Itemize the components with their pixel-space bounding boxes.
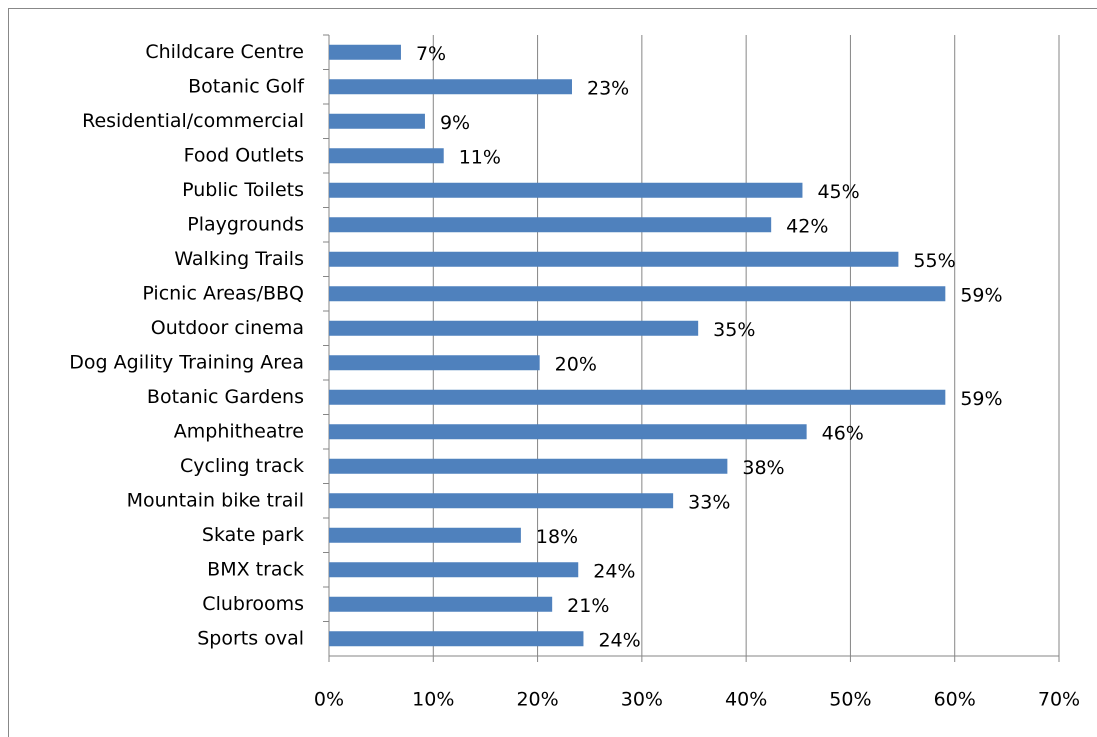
- bar: [329, 424, 807, 440]
- bar: [329, 458, 728, 474]
- y-tick-label: Mountain bike trail: [127, 489, 304, 511]
- data-label: 7%: [416, 43, 446, 65]
- y-tick-label: Picnic Areas/BBQ: [142, 282, 304, 304]
- data-label: 59%: [960, 284, 1002, 306]
- bar: [329, 389, 946, 405]
- y-tick-label: Playgrounds: [187, 213, 304, 235]
- y-tick-label: Childcare Centre: [145, 41, 304, 63]
- y-tick-label: Botanic Golf: [188, 75, 305, 97]
- bar: [329, 286, 946, 302]
- data-label: 59%: [960, 388, 1002, 410]
- bar: [329, 562, 579, 578]
- x-tick-label: 40%: [725, 689, 767, 711]
- bar: [329, 596, 553, 612]
- data-label: 35%: [713, 319, 755, 341]
- y-tick-label: Botanic Gardens: [147, 386, 304, 408]
- y-tick-label: Outdoor cinema: [151, 317, 304, 339]
- bar: [329, 527, 521, 543]
- y-tick-label: Amphitheatre: [174, 420, 304, 442]
- bar: [329, 251, 899, 267]
- data-label: 33%: [688, 491, 730, 513]
- bar: [329, 493, 674, 509]
- bar: [329, 148, 444, 164]
- data-label: 11%: [459, 146, 501, 168]
- x-tick-label: 20%: [516, 689, 558, 711]
- data-label: 20%: [555, 353, 597, 375]
- bar: [329, 113, 425, 129]
- y-tick-label: BMX track: [207, 558, 304, 580]
- x-tick-label: 50%: [829, 689, 871, 711]
- bar: [329, 79, 572, 95]
- y-tick-label: Public Toilets: [182, 179, 304, 201]
- data-label: 24%: [593, 560, 635, 582]
- y-tick-label: Residential/commercial: [82, 110, 304, 132]
- y-tick-label: Dog Agility Training Area: [69, 351, 304, 373]
- x-tick-label: 60%: [934, 689, 976, 711]
- y-tick-label: Walking Trails: [174, 248, 304, 270]
- bar: [329, 217, 772, 233]
- bar: [329, 44, 401, 60]
- x-tick-label: 70%: [1038, 689, 1080, 711]
- data-label: 24%: [598, 629, 640, 651]
- data-label: 55%: [913, 250, 955, 272]
- data-label: 23%: [587, 77, 629, 99]
- x-tick-label: 30%: [621, 689, 663, 711]
- data-label: 18%: [536, 526, 578, 548]
- bar: [329, 355, 540, 371]
- data-label: 9%: [440, 112, 470, 134]
- data-label: 45%: [817, 181, 859, 203]
- x-tick-label: 10%: [412, 689, 454, 711]
- y-tick-label: Skate park: [202, 524, 304, 546]
- data-label: 21%: [567, 595, 609, 617]
- y-tick-label: Clubrooms: [202, 593, 304, 615]
- y-tick-label: Sports oval: [197, 627, 304, 649]
- bar: [329, 631, 584, 647]
- data-label: 38%: [742, 457, 784, 479]
- data-label: 42%: [786, 215, 828, 237]
- x-tick-label: 0%: [314, 689, 344, 711]
- y-tick-label: Food Outlets: [184, 144, 304, 166]
- data-label: 46%: [822, 422, 864, 444]
- bar: [329, 182, 803, 198]
- chart-border: [8, 8, 1097, 737]
- y-tick-label: Cycling track: [180, 455, 304, 477]
- bar: [329, 320, 699, 336]
